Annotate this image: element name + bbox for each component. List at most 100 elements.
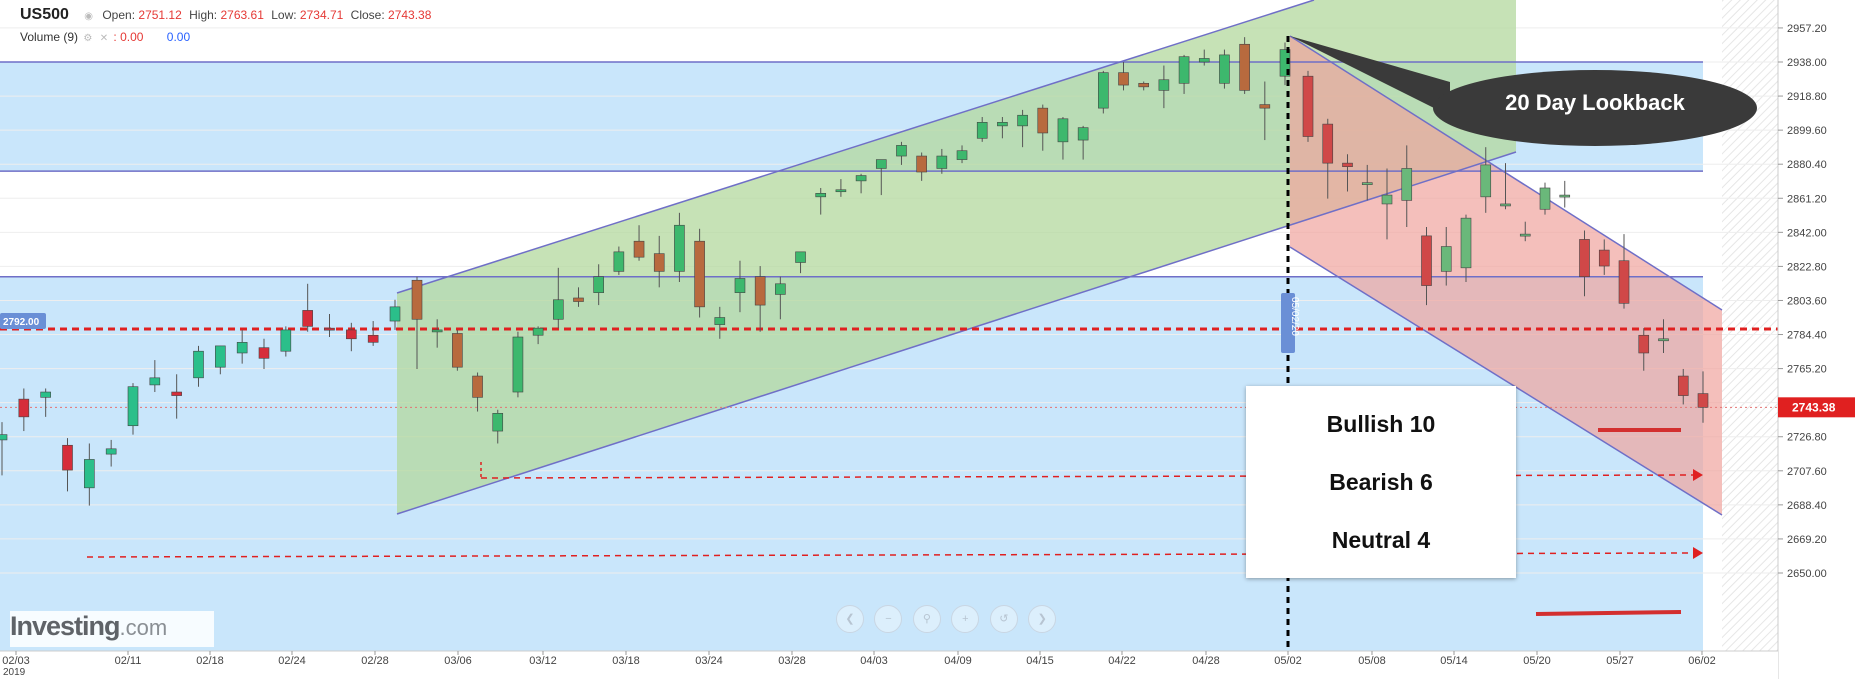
candle bbox=[1500, 163, 1511, 210]
x-tick-label: 05/20 bbox=[1523, 655, 1551, 667]
candle bbox=[835, 179, 847, 197]
zoom-out-icon[interactable]: − bbox=[874, 605, 903, 633]
volume-value-1: : 0.00 bbox=[113, 30, 144, 44]
x-tick-label: 05/08 bbox=[1358, 655, 1386, 667]
chart-nav-controls: ❮ − ⚲ + ↺ ❯ bbox=[836, 605, 1062, 635]
y-tick-label: 2784.40 bbox=[1787, 330, 1827, 342]
candle bbox=[896, 141, 907, 165]
close-icon[interactable]: ✕ bbox=[99, 33, 109, 44]
candle bbox=[105, 439, 117, 467]
candle-body bbox=[875, 159, 887, 169]
reset-icon[interactable]: ↺ bbox=[989, 605, 1018, 633]
close-label: Close: bbox=[350, 8, 385, 22]
candle bbox=[1098, 70, 1109, 114]
open-label: Open: bbox=[102, 8, 136, 22]
zoom-in-icon[interactable]: + bbox=[951, 605, 980, 633]
candle-body bbox=[236, 342, 248, 354]
red-mark-2 bbox=[1535, 610, 1682, 616]
vertical-marker-badge bbox=[1281, 293, 1295, 353]
x-axis-panel bbox=[0, 651, 1778, 679]
candle-body bbox=[18, 398, 30, 418]
settings-icon[interactable]: ⚙ bbox=[83, 33, 93, 44]
candle bbox=[815, 187, 827, 215]
candle bbox=[653, 235, 665, 288]
candle bbox=[633, 225, 645, 261]
candle-body bbox=[1279, 49, 1291, 77]
candle bbox=[1480, 147, 1492, 213]
eye-icon[interactable]: ◉ bbox=[84, 11, 93, 22]
candle bbox=[18, 388, 30, 432]
y-tick-label: 2918.80 bbox=[1787, 91, 1827, 103]
y-tick-label: 2669.20 bbox=[1787, 534, 1827, 546]
x-tick-label: 04/15 bbox=[1026, 655, 1054, 667]
candle bbox=[1219, 49, 1230, 89]
candle bbox=[1239, 37, 1250, 94]
x-year-label: 2019 bbox=[3, 667, 26, 678]
candle-body bbox=[815, 192, 827, 198]
y-tick-label: 2899.60 bbox=[1787, 125, 1827, 137]
candle-body bbox=[1077, 127, 1089, 141]
candle bbox=[1697, 371, 1709, 423]
x-tick-label: 03/24 bbox=[695, 655, 723, 667]
zoom-icon[interactable]: ⚲ bbox=[912, 605, 941, 633]
candle bbox=[0, 422, 8, 476]
last-price-label: 2743.38 bbox=[1792, 400, 1836, 414]
candle-body bbox=[1178, 56, 1190, 84]
y-tick-label: 2842.00 bbox=[1787, 227, 1827, 239]
bullish-channel bbox=[397, 0, 1516, 514]
candle-body bbox=[62, 444, 73, 471]
candle bbox=[472, 372, 483, 412]
candle bbox=[593, 264, 604, 306]
candle-body bbox=[367, 334, 379, 343]
candle bbox=[1638, 328, 1650, 371]
bear-channel-lower bbox=[1289, 246, 1723, 516]
candle-body bbox=[633, 240, 645, 258]
candle-body bbox=[754, 276, 766, 306]
y-tick-label: 2880.40 bbox=[1787, 159, 1827, 171]
candle-body bbox=[1579, 239, 1590, 277]
candle bbox=[346, 322, 357, 352]
candle-body bbox=[1219, 54, 1230, 84]
y-tick-label: 2957.20 bbox=[1787, 23, 1827, 35]
open-value: 2751.12 bbox=[138, 8, 182, 22]
candle bbox=[1539, 182, 1551, 215]
candle bbox=[1342, 154, 1353, 192]
candle bbox=[1302, 70, 1314, 142]
candle-body bbox=[553, 299, 564, 320]
candle bbox=[714, 306, 726, 339]
neutral-count: Neutral 4 bbox=[1331, 527, 1431, 553]
candle-body bbox=[1017, 114, 1028, 127]
symbol-label: US500 bbox=[20, 6, 69, 23]
candle bbox=[694, 228, 705, 318]
candle-body bbox=[1440, 246, 1452, 272]
candle bbox=[1057, 117, 1069, 160]
candle bbox=[452, 329, 463, 371]
candle bbox=[674, 212, 685, 283]
candle bbox=[1658, 319, 1669, 353]
candle-body bbox=[127, 386, 139, 427]
logo-main: Investing bbox=[10, 611, 121, 641]
candle-body bbox=[1361, 182, 1373, 185]
x-tick-label: 05/14 bbox=[1440, 655, 1468, 667]
scroll-right-icon[interactable]: ❯ bbox=[1028, 605, 1057, 633]
x-tick-label: 02/11 bbox=[115, 655, 142, 667]
candle bbox=[1322, 118, 1334, 199]
bull-channel-lower bbox=[396, 151, 1517, 515]
candle bbox=[795, 251, 806, 274]
projection-arrow-1 bbox=[480, 474, 1694, 479]
y-tick-label: 2803.60 bbox=[1787, 295, 1827, 307]
candle-body bbox=[512, 336, 524, 393]
left-level-label: 2792.00 bbox=[3, 317, 40, 328]
candle-body bbox=[1259, 104, 1271, 109]
candle bbox=[236, 329, 248, 364]
candle bbox=[553, 267, 564, 329]
candle-body bbox=[40, 391, 51, 398]
projection-arrow-2-head bbox=[1693, 547, 1703, 559]
candle-body bbox=[532, 327, 544, 336]
candle bbox=[1421, 227, 1432, 306]
scroll-left-icon[interactable]: ❮ bbox=[836, 605, 864, 633]
candle-body bbox=[431, 329, 443, 333]
lookback-callout-text: 20 Day Lookback bbox=[1505, 90, 1685, 115]
